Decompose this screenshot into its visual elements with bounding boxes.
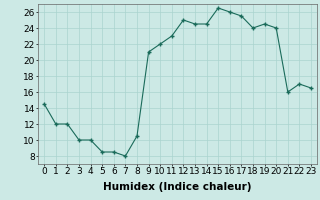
X-axis label: Humidex (Indice chaleur): Humidex (Indice chaleur) (103, 182, 252, 192)
